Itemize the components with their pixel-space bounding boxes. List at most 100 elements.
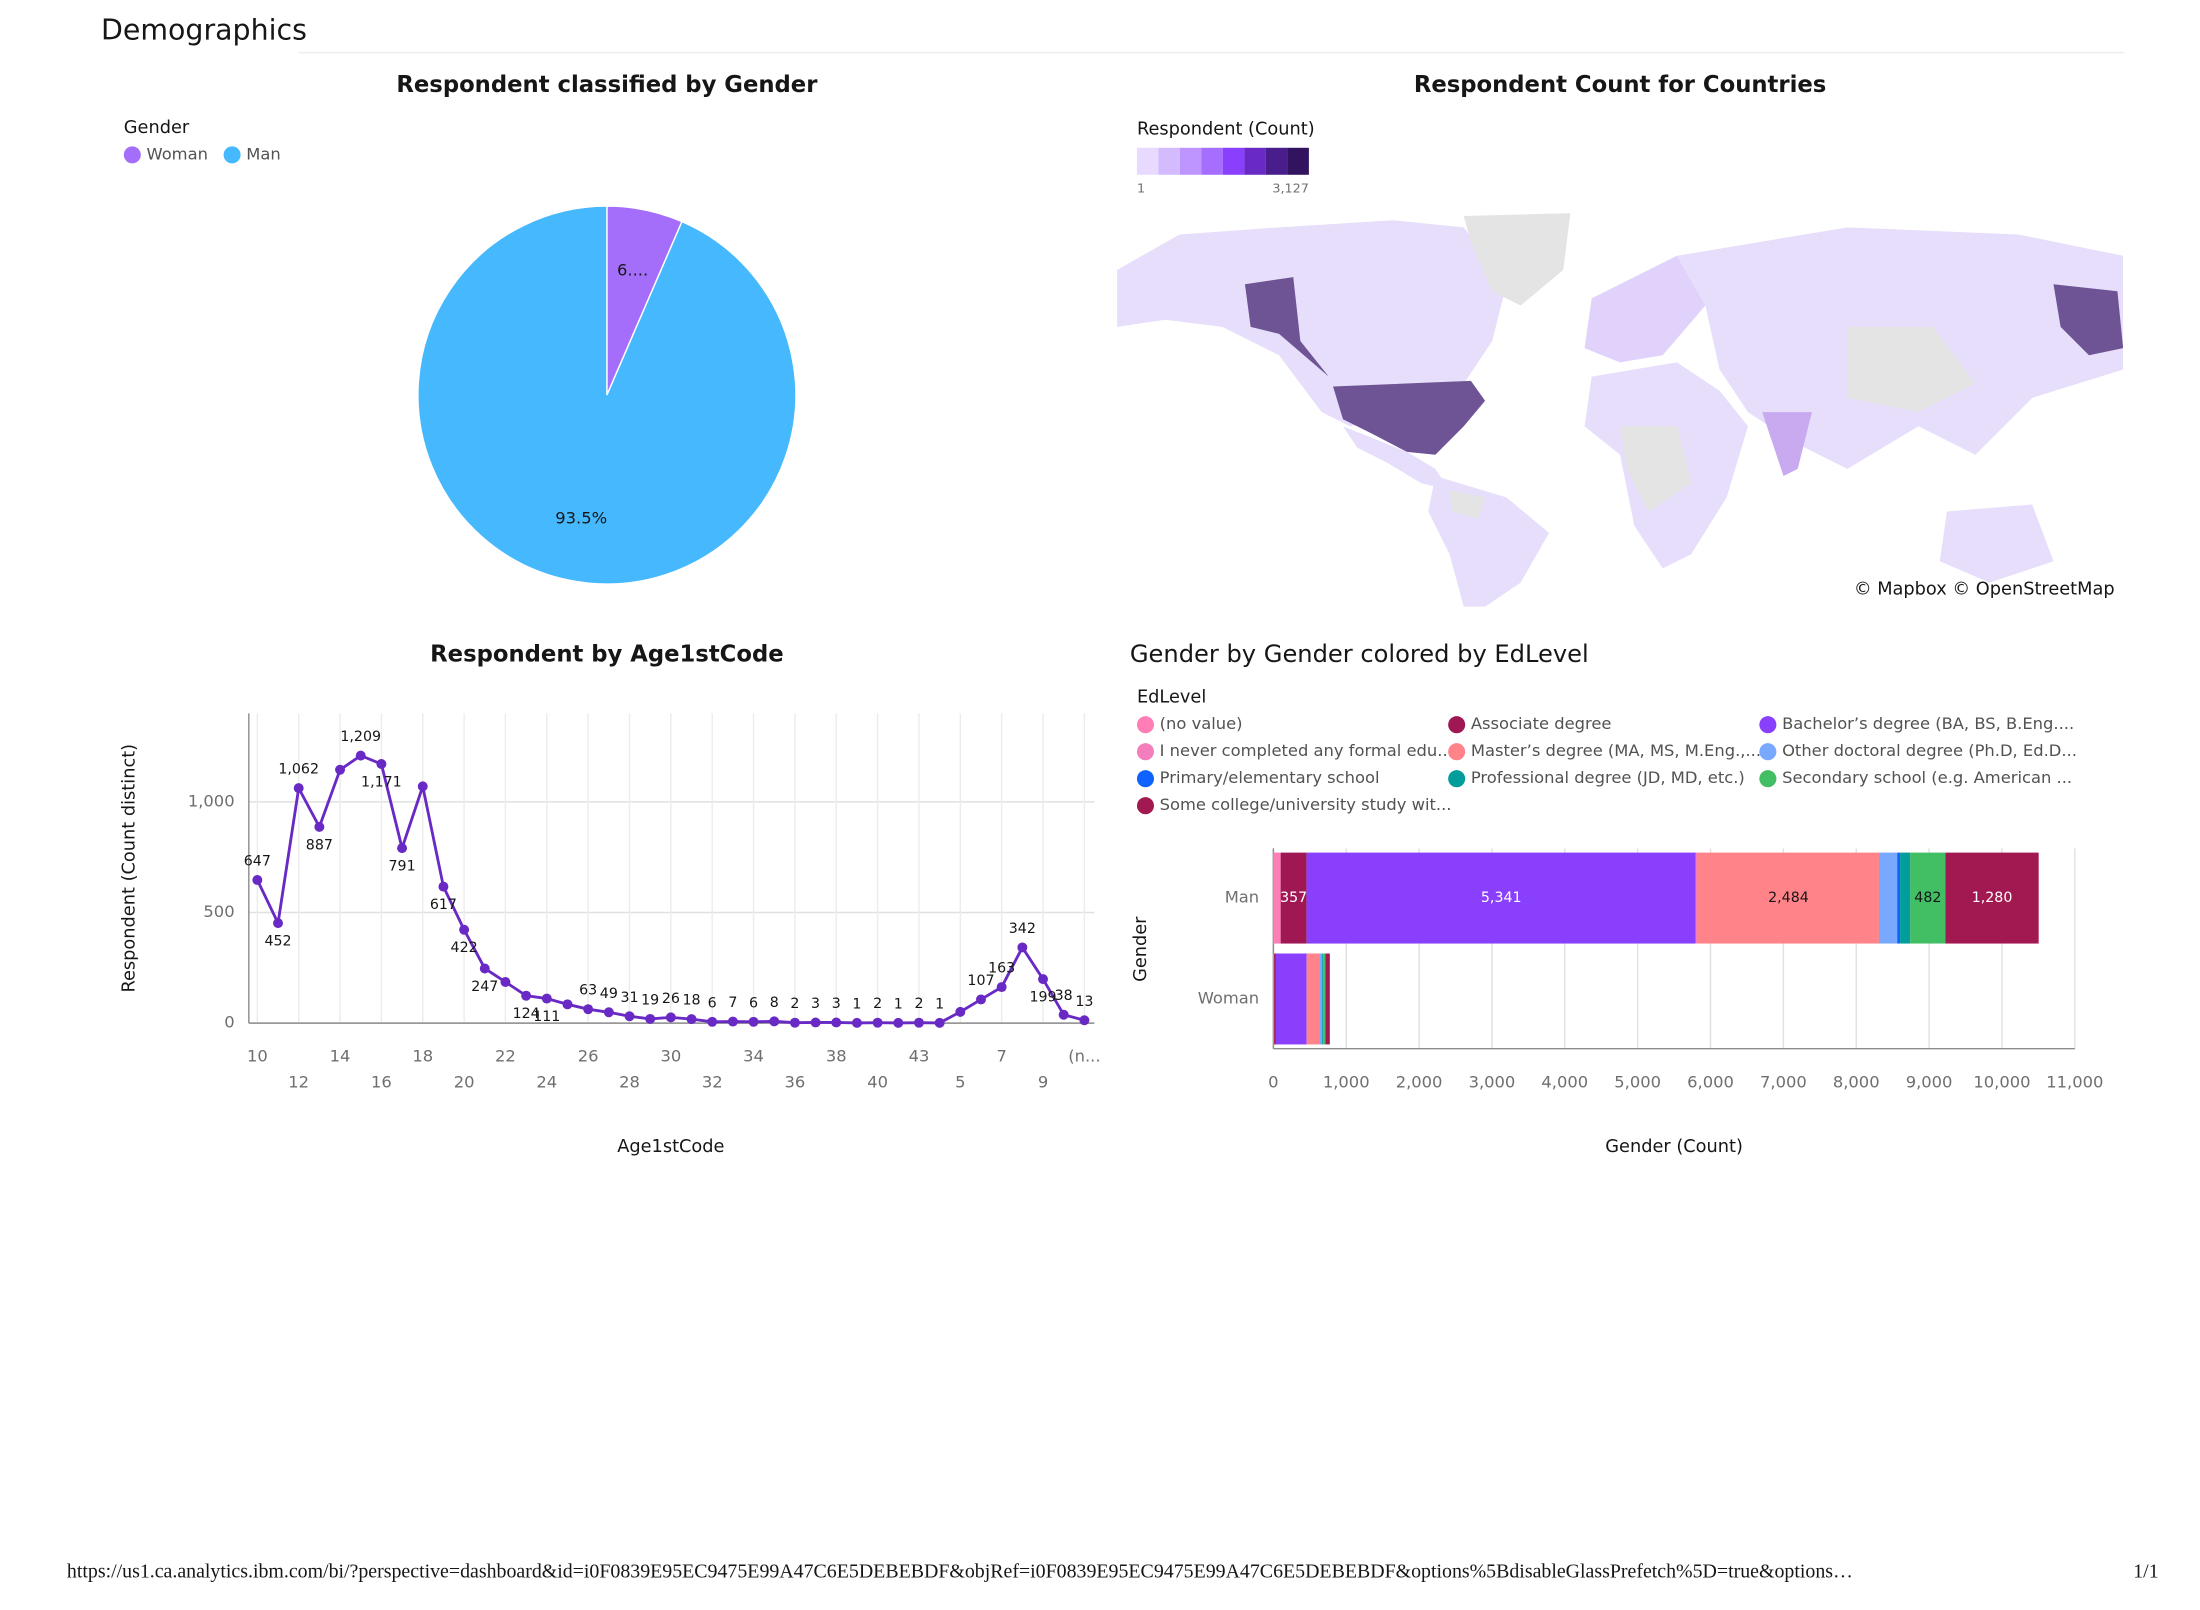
data-label: 247 (471, 979, 498, 995)
point (603, 1007, 614, 1018)
pie-label: 93.5% (555, 509, 607, 528)
point (893, 1017, 904, 1028)
land (1117, 220, 1507, 427)
x-tick-label: 10,000 (1973, 1072, 2030, 1091)
land (1762, 412, 1812, 477)
point (686, 1014, 697, 1025)
data-label: 63 (579, 983, 597, 999)
x-tick-label: 28 (619, 1072, 640, 1091)
x-axis-title: Gender (Count) (1605, 1137, 1743, 1157)
point (293, 783, 304, 794)
point (976, 994, 986, 1005)
point (521, 990, 532, 1001)
data-label: 452 (264, 934, 291, 950)
pie-slice (417, 205, 797, 585)
x-tick-label: 10 (247, 1047, 268, 1066)
colorbar-label: 3,127 (1272, 181, 1309, 196)
footer-page: 1/1 (2133, 1561, 2158, 1583)
point (583, 1004, 594, 1015)
legend-swatch (223, 146, 241, 164)
legend-swatch (1759, 743, 1777, 761)
land (1333, 380, 1486, 455)
land-no-data (1847, 326, 1976, 413)
x-tick-label: 38 (826, 1047, 847, 1066)
chart-title: Respondent classified by Gender (396, 72, 818, 98)
x-tick-label: 3,000 (1469, 1072, 1516, 1091)
point (1017, 942, 1028, 953)
legend-swatch (1759, 770, 1777, 788)
bar-segment (1695, 852, 1698, 944)
y-axis-title: Gender (1131, 916, 1151, 982)
legend-swatch (1136, 770, 1154, 788)
x-tick-label: 7 (996, 1047, 1006, 1066)
point (769, 1016, 780, 1027)
x-tick-label: 32 (702, 1072, 723, 1091)
legend-label: I never completed any formal edu... (1160, 741, 1453, 760)
point (810, 1017, 821, 1028)
x-tick-label: 4,000 (1541, 1072, 1588, 1091)
chart-title: Respondent by Age1stCode (430, 642, 783, 668)
point (913, 1017, 924, 1028)
data-label: 26 (662, 991, 680, 1007)
legend-label: Other doctoral degree (Ph.D, Ed.D... (1782, 741, 2077, 760)
colorbar-swatch (1265, 147, 1288, 175)
land-no-data (1449, 490, 1486, 519)
point (1058, 1009, 1069, 1020)
x-tick-label: 20 (454, 1072, 475, 1091)
legend-label: Primary/elementary school (1160, 768, 1380, 787)
data-label: 2,484 (1768, 890, 1809, 906)
x-tick-label: 2,000 (1396, 1072, 1443, 1091)
data-label: 482 (1914, 890, 1941, 906)
x-tick-label: 40 (867, 1072, 888, 1091)
legend-title: Respondent (Count) (1137, 119, 1315, 139)
data-label: 1 (894, 996, 903, 1012)
x-tick-label: 9,000 (1906, 1072, 1953, 1091)
data-label: 199 (1029, 990, 1056, 1006)
data-label: 1 (935, 996, 944, 1012)
y-tick-label: Woman (1198, 988, 1259, 1007)
data-label: 1 (852, 996, 861, 1012)
legend-swatch (1448, 743, 1466, 761)
x-tick-label: 6,000 (1687, 1072, 1734, 1091)
land (1584, 255, 1706, 363)
page-title: Demographics (101, 13, 307, 46)
x-tick-label: 30 (660, 1047, 681, 1066)
data-label: 1,062 (278, 762, 319, 778)
data-label: 7 (728, 995, 737, 1011)
data-label: 1,171 (361, 774, 402, 790)
point (314, 821, 325, 832)
data-label: 342 (1009, 921, 1036, 937)
colorbar-label: 1 (1137, 181, 1145, 196)
point (273, 918, 283, 929)
x-axis-title: Age1stCode (617, 1137, 724, 1157)
point (500, 976, 511, 987)
bar-segment (1306, 953, 1320, 1045)
y-axis-title: Respondent (Count distinct) (119, 744, 139, 993)
bar-segment (1273, 953, 1275, 1045)
data-label: 18 (682, 993, 700, 1009)
map (1117, 213, 2124, 607)
y-tick-label: 500 (203, 902, 234, 921)
point (562, 999, 573, 1010)
y-tick-label: 0 (224, 1013, 234, 1032)
x-tick-label: 34 (743, 1047, 764, 1066)
legend-label: Bachelor’s degree (BA, BS, B.Eng.... (1782, 714, 2074, 733)
legend-label: Man (246, 144, 280, 163)
point (645, 1013, 656, 1024)
colorbar-swatch (1244, 147, 1266, 175)
data-label: 791 (389, 859, 416, 875)
legend-swatch (1136, 797, 1154, 815)
x-tick-label: 8,000 (1833, 1072, 1880, 1091)
data-label: 107 (967, 973, 994, 989)
land (1342, 426, 1450, 491)
data-label: 357 (1280, 890, 1307, 906)
point (955, 1006, 966, 1017)
point (479, 963, 490, 974)
land-no-data (1463, 213, 1571, 306)
point (624, 1011, 635, 1022)
point (355, 750, 366, 761)
legend-label: Some college/university study wit... (1160, 795, 1452, 814)
data-label: 38 (1055, 988, 1073, 1004)
x-tick-label: 43 (909, 1047, 930, 1066)
point (707, 1016, 718, 1027)
